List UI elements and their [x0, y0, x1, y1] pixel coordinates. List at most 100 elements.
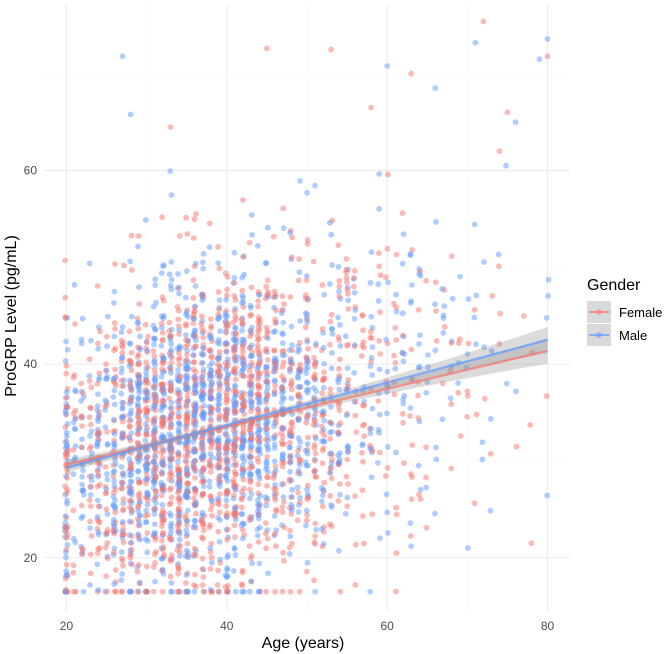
- data-point-male: [336, 288, 342, 295]
- data-point-female: [159, 214, 166, 221]
- data-point-male: [168, 512, 174, 519]
- data-point-male: [288, 477, 295, 484]
- data-point-male: [192, 409, 199, 415]
- data-point-female: [496, 263, 502, 270]
- data-point-female: [255, 298, 261, 304]
- data-point-male: [384, 509, 391, 516]
- data-point-male: [126, 363, 133, 369]
- data-point-female: [303, 517, 310, 524]
- data-point-female: [72, 407, 79, 414]
- data-point-female: [216, 348, 223, 355]
- data-point-male: [151, 521, 158, 528]
- data-point-male: [62, 513, 69, 520]
- data-point-female: [63, 370, 70, 377]
- data-point-male: [183, 309, 190, 316]
- data-point-female: [215, 528, 222, 535]
- data-point-male: [128, 489, 135, 495]
- data-point-male: [336, 456, 343, 463]
- data-point-male: [304, 339, 311, 345]
- data-point-female: [119, 588, 125, 595]
- data-point-female: [167, 558, 174, 564]
- data-point-female: [273, 307, 279, 314]
- data-point-male: [249, 560, 256, 567]
- data-point-female: [232, 534, 238, 540]
- data-point-female: [193, 211, 199, 217]
- data-point-female: [175, 323, 182, 329]
- data-point-female: [78, 414, 85, 421]
- data-point-female: [265, 288, 271, 295]
- data-point-female: [344, 456, 351, 463]
- data-point-female: [128, 546, 135, 553]
- data-point-female: [311, 361, 318, 368]
- x-tick-label: 20: [60, 619, 74, 633]
- data-point-female: [176, 500, 183, 506]
- data-point-male: [215, 356, 221, 362]
- data-point-male: [375, 460, 381, 466]
- data-point-male: [192, 303, 199, 310]
- data-point-male: [214, 455, 221, 462]
- data-point-female: [167, 500, 174, 506]
- data-point-female: [152, 467, 159, 474]
- data-point-female: [142, 321, 149, 328]
- data-point-female: [272, 316, 278, 323]
- data-point-female: [151, 415, 158, 422]
- data-point-female: [464, 388, 471, 395]
- y-axis-title: ProGRP Level (pg/mL): [3, 235, 20, 397]
- data-point-male: [216, 391, 222, 398]
- data-point-female: [159, 529, 166, 536]
- data-point-male: [183, 332, 189, 338]
- data-point-female: [185, 453, 191, 459]
- data-point-male: [408, 282, 415, 288]
- data-point-female: [336, 372, 343, 379]
- data-point-female: [96, 545, 103, 552]
- data-point-female: [216, 386, 223, 393]
- data-point-female: [88, 443, 94, 450]
- data-point-male: [200, 265, 207, 272]
- data-point-female: [87, 518, 93, 525]
- data-point-male: [64, 346, 71, 353]
- data-point-female: [281, 524, 288, 531]
- data-point-female: [199, 582, 206, 588]
- data-point-female: [102, 464, 109, 470]
- data-point-female: [544, 53, 551, 60]
- data-point-female: [273, 490, 280, 497]
- data-point-female: [335, 498, 342, 504]
- data-point-female: [393, 511, 400, 518]
- data-point-male: [238, 511, 245, 518]
- data-point-female: [70, 562, 77, 569]
- data-point-male: [367, 588, 374, 595]
- data-point-female: [239, 582, 246, 589]
- data-point-male: [152, 578, 158, 585]
- data-point-male: [103, 367, 110, 374]
- data-point-female: [168, 411, 175, 418]
- data-point-female: [311, 457, 318, 464]
- data-point-female: [272, 496, 279, 503]
- data-point-male: [233, 353, 240, 360]
- data-point-female: [134, 588, 141, 595]
- data-point-male: [288, 395, 295, 402]
- data-point-female: [238, 504, 245, 511]
- data-point-male: [87, 433, 93, 439]
- data-point-female: [393, 337, 400, 343]
- data-point-male: [136, 387, 143, 393]
- data-point-male: [111, 300, 117, 306]
- data-point-male: [143, 421, 149, 428]
- data-point-female: [199, 446, 205, 453]
- data-point-female: [376, 337, 383, 344]
- data-point-male: [95, 412, 102, 419]
- data-point-female: [121, 262, 127, 269]
- data-point-female: [287, 439, 293, 446]
- data-point-female: [287, 527, 293, 534]
- data-point-male: [206, 483, 213, 490]
- data-point-male: [393, 308, 400, 315]
- data-point-male: [159, 482, 166, 489]
- data-point-female: [361, 540, 367, 547]
- data-point-male: [248, 381, 255, 388]
- data-point-female: [287, 588, 294, 595]
- data-point-male: [280, 494, 287, 500]
- data-point-female: [423, 474, 429, 481]
- data-point-female: [64, 475, 71, 481]
- data-point-male: [63, 433, 70, 440]
- data-point-female: [264, 425, 271, 432]
